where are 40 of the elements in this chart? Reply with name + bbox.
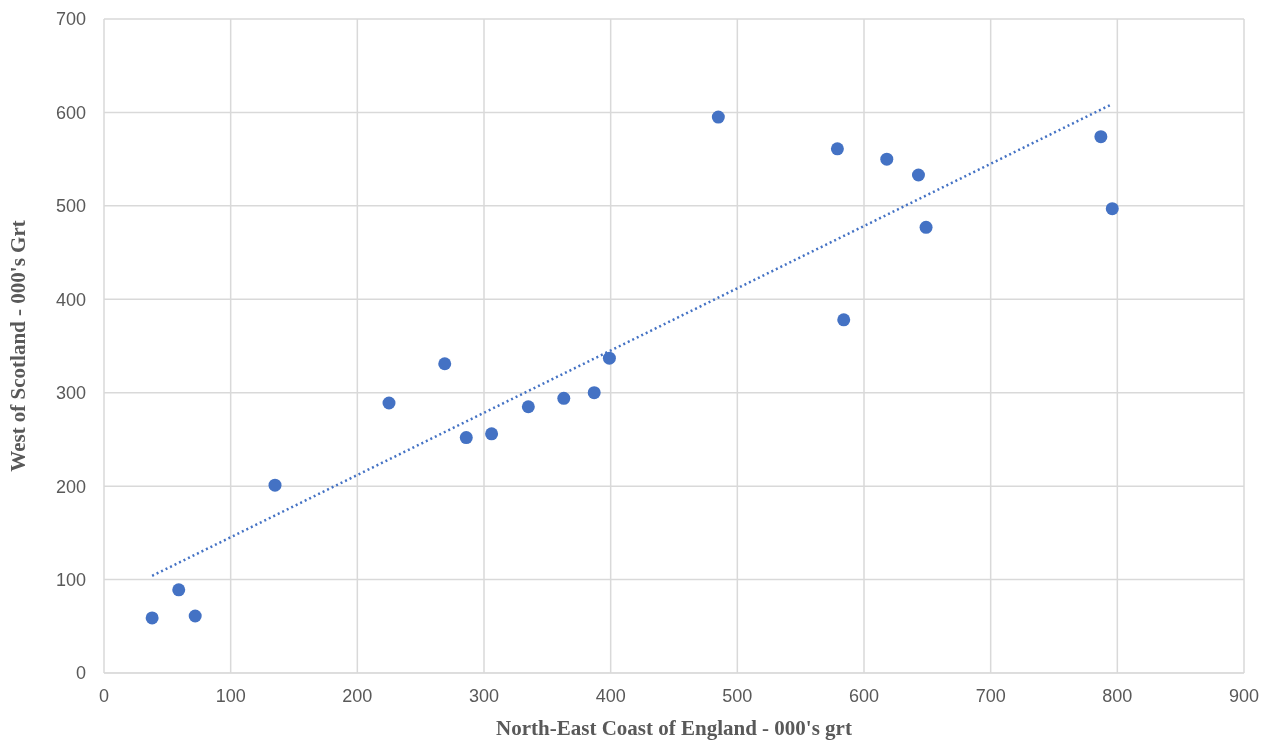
point [880, 152, 894, 166]
y-tick-label: 100 [55, 569, 86, 590]
point [188, 609, 202, 623]
point [837, 313, 851, 327]
x-tick-label: 800 [1102, 685, 1133, 706]
point [382, 396, 396, 410]
x-axis-title: North-East Coast of England - 000's grt [496, 716, 852, 740]
point [557, 391, 571, 405]
point [602, 351, 616, 365]
x-tick-label: 0 [98, 685, 110, 706]
y-tick-label: 0 [75, 663, 86, 684]
point [459, 431, 473, 445]
x-tick-label: 900 [1228, 685, 1260, 706]
x-tick-label: 300 [468, 685, 500, 706]
point [919, 220, 933, 234]
y-tick-label: 700 [55, 9, 86, 30]
point [521, 400, 535, 414]
x-tick-label: 400 [595, 685, 626, 706]
point [438, 357, 452, 371]
x-tick-label: 700 [975, 685, 1006, 706]
point [485, 427, 499, 441]
point [145, 611, 159, 625]
point [1094, 130, 1108, 144]
point [711, 110, 725, 124]
point [830, 142, 844, 156]
y-axis-title: West of Scotland - 000's Grt [6, 220, 31, 472]
y-tick-label: 600 [55, 102, 86, 123]
x-tick-label: 100 [215, 685, 246, 706]
point [1105, 202, 1119, 216]
point [268, 478, 282, 492]
x-tick-label: 500 [722, 685, 753, 706]
y-tick-label: 300 [55, 383, 86, 404]
y-tick-label: 200 [55, 476, 86, 497]
point [587, 386, 601, 400]
y-tick-label: 500 [55, 196, 86, 217]
x-tick-label: 200 [342, 685, 373, 706]
point [911, 168, 925, 182]
y-tick-label: 400 [55, 289, 86, 310]
x-tick-label: 600 [848, 685, 880, 706]
point [172, 583, 186, 597]
